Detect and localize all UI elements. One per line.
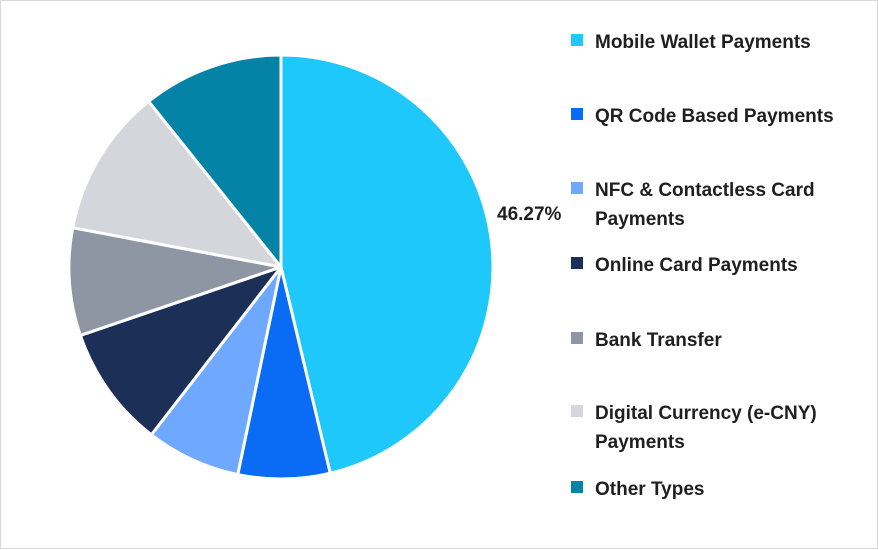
legend-item-qr-code[interactable]: QR Code Based Payments — [571, 102, 865, 131]
pie-slice-4[interactable] — [67, 226, 283, 337]
legend-swatch — [571, 108, 583, 120]
legend-label: Digital Currency (e-CNY) Payments — [595, 403, 817, 453]
pie-slice-6[interactable] — [147, 53, 283, 269]
legend-swatch — [571, 182, 583, 194]
legend-swatch — [571, 332, 583, 344]
legend-item-mobile-wallet[interactable]: Mobile Wallet Payments — [571, 28, 865, 57]
legend-label: Bank Transfer — [595, 330, 722, 351]
legend-label: NFC & Contactless Card Payments — [595, 180, 815, 230]
data-label-mobile-wallet: 46.27% — [497, 204, 562, 225]
pie-slice-0[interactable] — [279, 53, 495, 475]
legend-swatch — [571, 34, 583, 46]
legend-item-nfc[interactable]: NFC & Contactless Card Payments — [571, 176, 865, 234]
legend-item-digital-currency[interactable]: Digital Currency (e-CNY) Payments — [571, 399, 865, 457]
pie-slice-3[interactable] — [78, 265, 283, 437]
pie-slice-5[interactable] — [71, 99, 283, 269]
legend-label: QR Code Based Payments — [595, 106, 834, 127]
legend-item-bank-transfer[interactable]: Bank Transfer — [571, 326, 865, 355]
legend-label: Other Types — [595, 479, 705, 500]
legend-item-other-types[interactable]: Other Types — [571, 475, 865, 504]
legend-swatch — [571, 257, 583, 269]
legend-item-online-card[interactable]: Online Card Payments — [571, 251, 865, 280]
legend-label: Mobile Wallet Payments — [595, 32, 811, 53]
legend-label: Online Card Payments — [595, 255, 798, 276]
legend-swatch — [571, 481, 583, 493]
legend-swatch — [571, 405, 583, 417]
